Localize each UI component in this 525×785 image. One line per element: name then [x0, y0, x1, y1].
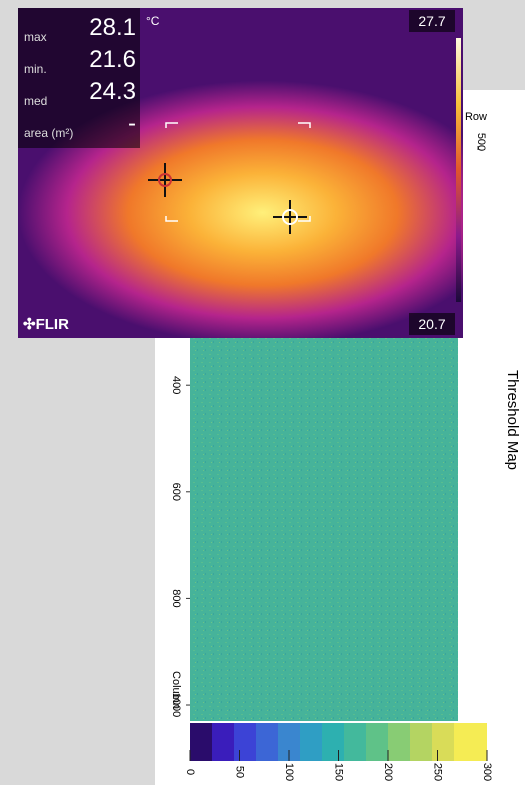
colorbar-tick-label: 0 [184, 769, 196, 775]
colorbar-tick-label: 100 [283, 763, 295, 781]
colorbar-tick-label: 250 [432, 763, 444, 781]
colorbar-tick-label: 150 [333, 763, 345, 781]
row-tick-label: 500 [475, 133, 487, 151]
column-tick-label: 1000 [170, 693, 182, 717]
map-title: Threshold Map [504, 370, 521, 470]
row-label: Row [465, 111, 487, 123]
colorbar-tick-label: 300 [481, 763, 493, 781]
overlay [18, 8, 463, 338]
column-tick-label: 600 [170, 483, 182, 501]
column-tick-label: 800 [170, 589, 182, 607]
column-tick-label: 400 [170, 376, 182, 394]
colorbar-tick-label: 50 [234, 766, 246, 778]
colorbar-tick-label: 200 [382, 763, 394, 781]
screen: Threshold Map Row Column 400600800100050… [0, 0, 525, 785]
